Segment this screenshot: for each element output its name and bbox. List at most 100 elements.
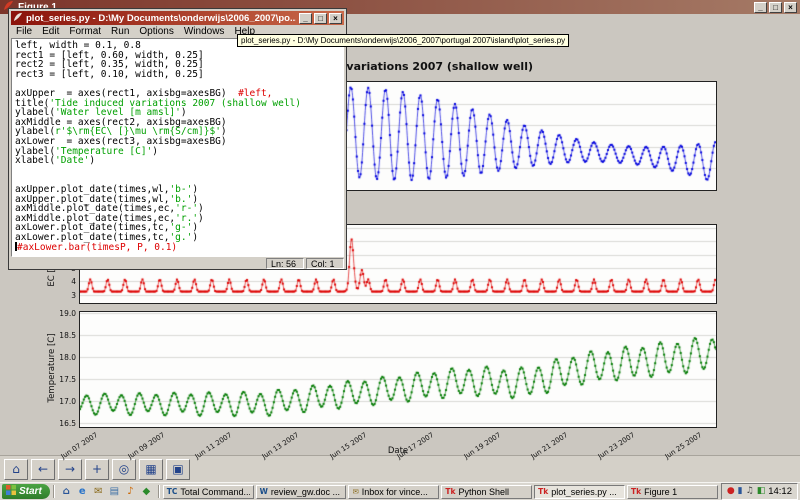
y-tick-label: 17.5 (59, 375, 76, 385)
show-desktop-icon[interactable]: ⌂ (62, 486, 70, 497)
taskbar-divider (157, 485, 160, 498)
media-player-icon[interactable]: ♪ (127, 486, 134, 497)
menu-format[interactable]: Format (69, 26, 102, 37)
line-indicator: Ln: 56 (266, 257, 304, 269)
back-icon[interactable]: ← (31, 458, 55, 480)
task-button-label: Inbox for vince... (361, 486, 428, 497)
code-line: axMiddle = axes(rect2, axisbg=axesBG) (15, 116, 227, 128)
code-line: ylabel(r'$\rm{EC\ [}\mu \rm{S/cm]}$') (15, 126, 227, 138)
menu-edit[interactable]: Edit (42, 26, 60, 37)
maximize-button[interactable]: □ (314, 12, 327, 24)
code-line: rect3 = [left, 0.10, width, 0.25] (15, 68, 204, 80)
figure-window-icon: Tk (631, 487, 642, 496)
code-line: axLower.plot_date(times,tc,'g-') (15, 222, 199, 234)
code-line: rect1 = [left, 0.60, width, 0.25] (15, 49, 204, 61)
code-line: ylabel('Temperature [C]') (15, 145, 159, 157)
editor-statusbar: Ln: 56 Col: 1 (11, 257, 344, 269)
task-button[interactable]: Tk Figure 1 (627, 484, 718, 499)
code-line: axUpper.plot_date(times,wl,'b-') (15, 183, 199, 195)
internet-explorer-icon[interactable]: e (78, 486, 86, 497)
code-line (15, 166, 340, 176)
y-tick-label: 18.5 (59, 331, 76, 341)
volume-tray-icon[interactable]: ♫ (745, 486, 754, 496)
explorer-icon[interactable]: ▤ (109, 486, 120, 497)
menu-file[interactable]: File (16, 26, 33, 37)
matplotlib-toolbar: ⌂ ← → + ◎ ▦ ▣ (0, 455, 800, 482)
lower-axes (79, 311, 717, 428)
save-icon[interactable]: ▣ (166, 458, 190, 480)
python-editor-icon: Tk (538, 487, 549, 496)
code-line: axUpper.plot_date(times,wl,'b.') (15, 193, 199, 205)
y-tick-label: 18.0 (59, 353, 76, 363)
code-line: rect2 = [left, 0.35, width, 0.25] (15, 59, 204, 71)
y-tick-label: 19.0 (59, 309, 76, 319)
code-line: title('Tide induced variations 2007 (sha… (15, 97, 301, 109)
tk-feather-icon (13, 12, 23, 25)
start-button-label: Start (19, 486, 42, 497)
antivirus-tray-icon[interactable]: ● (726, 486, 735, 496)
task-button[interactable]: Tk plot_series.py ... (534, 484, 626, 499)
minimize-button[interactable]: _ (299, 12, 312, 24)
app-icon[interactable]: ◆ (142, 486, 151, 497)
code-line: left, width = 0.1, 0.8 (15, 40, 141, 51)
figure-window-title: Figure 1 (18, 1, 57, 13)
task-button-label: Total Command... (180, 486, 250, 497)
task-button[interactable]: ✉ Inbox for vince... (348, 484, 440, 499)
tray-icons: ● ▮ ♫ ◧ (727, 485, 765, 498)
code-line: axMiddle.plot_date(times,ec,'r.') (15, 212, 204, 224)
menu-options[interactable]: Options (139, 26, 174, 37)
temperature-plot-canvas (80, 312, 716, 427)
maximize-button[interactable]: □ (769, 1, 782, 13)
task-button-label: Python Shell (458, 486, 509, 497)
x-axis-label: Date (387, 446, 409, 456)
editor-window-title: plot_series.py - D:\My Documents\onderwi… (26, 12, 296, 24)
pan-icon[interactable]: + (85, 458, 109, 480)
code-line: axLower.plot_date(times,tc,'g.') (15, 231, 199, 243)
menu-windows[interactable]: Windows (183, 26, 225, 37)
task-button-label: plot_series.py ... (551, 486, 617, 497)
zoom-icon[interactable]: ◎ (112, 458, 136, 480)
menu-help[interactable]: Help (234, 26, 256, 37)
taskbar-clock: 14:12 (768, 486, 792, 497)
forward-icon[interactable]: → (58, 458, 82, 480)
tk-feather-icon (3, 0, 14, 14)
path-tooltip: plot_series.py - D:\My Documents\onderwi… (237, 34, 570, 47)
subplots-icon[interactable]: ▦ (139, 458, 163, 480)
start-button[interactable]: Start (2, 484, 50, 499)
windows-flag-icon (6, 485, 16, 498)
mail-inbox-icon: ✉ (352, 487, 359, 496)
network-tray-icon[interactable]: ▮ (737, 486, 743, 496)
code-line: #axLower.bar(timesP, P, 0.1) (15, 242, 178, 254)
lower-ylabel: Temperature [C] (47, 333, 57, 403)
code-line: ylabel('Water level [m amsl]') (15, 107, 187, 119)
y-tick-label: 3 (71, 290, 76, 300)
code-line: axUpper = axes(rect1, axisbg=axesBG) #le… (15, 87, 273, 99)
editor-window: plot_series.py - D:\My Documents\onderwi… (8, 8, 347, 270)
editor-titlebar[interactable]: plot_series.py - D:\My Documents\onderwi… (11, 11, 344, 25)
taskbar-divider (52, 485, 55, 498)
y-tick-label: 17.0 (59, 397, 76, 407)
task-button[interactable]: TC Total Command... (162, 484, 254, 499)
close-button[interactable]: × (784, 1, 797, 13)
editor-menubar: File Edit Format Run Options Windows Help (11, 25, 344, 38)
system-tray: ● ▮ ♫ ◧ 14:12 (720, 483, 798, 500)
minimize-button[interactable]: _ (754, 1, 767, 13)
code-editor-area[interactable]: left, width = 0.1, 0.8 rect1 = [left, 0.6… (11, 38, 344, 257)
python-shell-icon: Tk (445, 487, 456, 496)
outlook-icon[interactable]: ✉ (94, 486, 103, 497)
code-line: axLower = axes(rect3, axisbg=axesBG) (15, 135, 227, 147)
quick-launch-bar: ⌂ e ✉ ▤ ♪ ◆ (58, 485, 155, 498)
menu-run[interactable]: Run (111, 26, 130, 37)
close-button[interactable]: × (329, 12, 342, 24)
word-document-icon: W (259, 487, 268, 496)
code-line: xlabel('Date') (15, 155, 96, 167)
task-button[interactable]: Tk Python Shell (441, 484, 533, 499)
updates-tray-icon[interactable]: ◧ (756, 486, 766, 496)
task-button-label: review_gw.doc ... (270, 486, 340, 497)
home-icon[interactable]: ⌂ (4, 458, 28, 480)
task-button-label: Figure 1 (644, 486, 678, 497)
